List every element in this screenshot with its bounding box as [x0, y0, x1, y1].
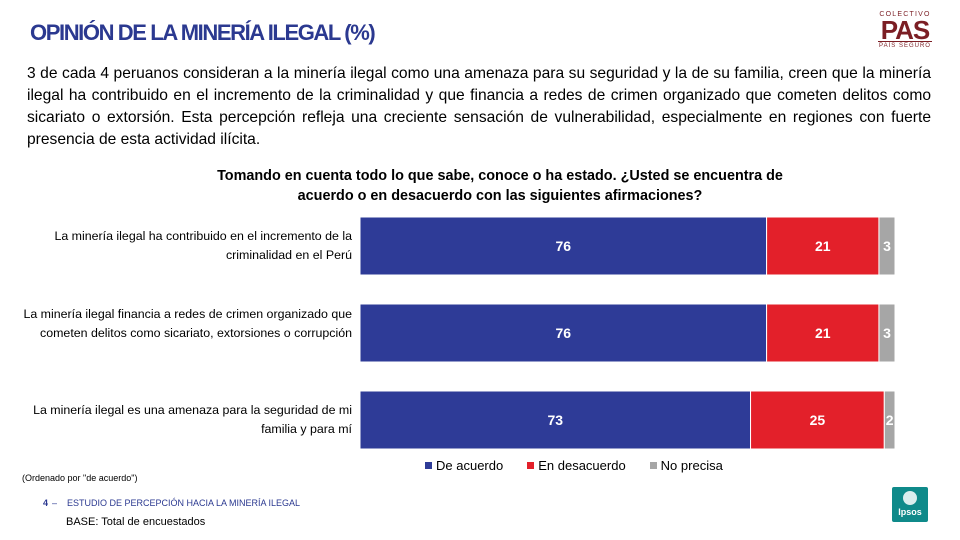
sort-note: (Ordenado por "de acuerdo")	[22, 473, 138, 483]
category-label-3: La minería ilegal es una amenaza para la…	[33, 403, 352, 436]
intro-paragraph: 3 de cada 4 peruanos consideran a la min…	[27, 65, 931, 148]
bar-de-acuerdo-3	[359, 390, 752, 450]
data-label-de-acuerdo-2: 76	[556, 325, 572, 341]
legend-swatch-en-desacuerdo	[527, 462, 535, 469]
ipsos-logo-mark	[903, 491, 917, 505]
data-label-de-acuerdo-1: 76	[556, 238, 572, 254]
logo-bottom-text: PAÍS SEGURO	[878, 41, 932, 49]
legend-label-en-desacuerdo: En desacuerdo	[538, 458, 626, 473]
page-number: 4	[43, 498, 49, 508]
chart-legend: De acuerdo En desacuerdo No precisa	[425, 458, 723, 473]
ipsos-logo-text: Ipsos	[898, 507, 922, 517]
ipsos-logo: Ipsos	[892, 487, 928, 522]
page-title: OPINIÓN DE LA MINERÍA ILEGAL (%)	[30, 20, 376, 45]
colectivo-pas-logo: COLECTIVO PAS PAÍS SEGURO	[874, 10, 936, 50]
logo-top-text: COLECTIVO	[879, 11, 931, 18]
category-label-1: La minería ilegal ha contribuido en el i…	[54, 229, 352, 262]
chart-title: Tomando en cuenta todo lo que sabe, cono…	[217, 168, 783, 204]
legend-label-de-acuerdo: De acuerdo	[436, 458, 504, 473]
bar-no-precisa-3	[883, 390, 896, 450]
legend-swatch-de-acuerdo	[425, 462, 432, 469]
legend-item-en-desacuerdo: En desacuerdo	[527, 458, 626, 473]
bar-en-desacuerdo-3	[750, 390, 885, 450]
study-name: ESTUDIO DE PERCEPCIÓN HACIA LA MINERÍA I…	[67, 498, 301, 508]
data-label-en-desacuerdo-1: 21	[815, 238, 831, 254]
base-note: BASE: Total de encuestados	[66, 516, 206, 528]
bar-no-precisa-1	[878, 216, 896, 276]
legend-label-no-precisa: No precisa	[660, 458, 723, 473]
legend-item-de-acuerdo: De acuerdo	[425, 458, 503, 473]
legend-swatch-no-precisa	[649, 462, 657, 469]
bar-en-desacuerdo-2	[766, 303, 880, 363]
legend-item-no-precisa: No precisa	[649, 458, 723, 473]
data-label-no-precisa-3: 2	[886, 412, 894, 428]
footer-dash: –	[52, 498, 58, 508]
bar-no-precisa-2	[878, 303, 896, 363]
data-label-en-desacuerdo-3: 25	[810, 412, 826, 428]
data-label-no-precisa-2: 3	[883, 325, 891, 341]
logo-main-text: PAS	[880, 15, 931, 45]
data-label-no-precisa-1: 3	[883, 238, 891, 254]
data-label-en-desacuerdo-2: 21	[815, 325, 831, 341]
data-label-de-acuerdo-3: 73	[547, 412, 563, 428]
category-label-2: La minería ilegal financia a redes de cr…	[23, 307, 352, 340]
bar-de-acuerdo-2	[359, 303, 768, 363]
